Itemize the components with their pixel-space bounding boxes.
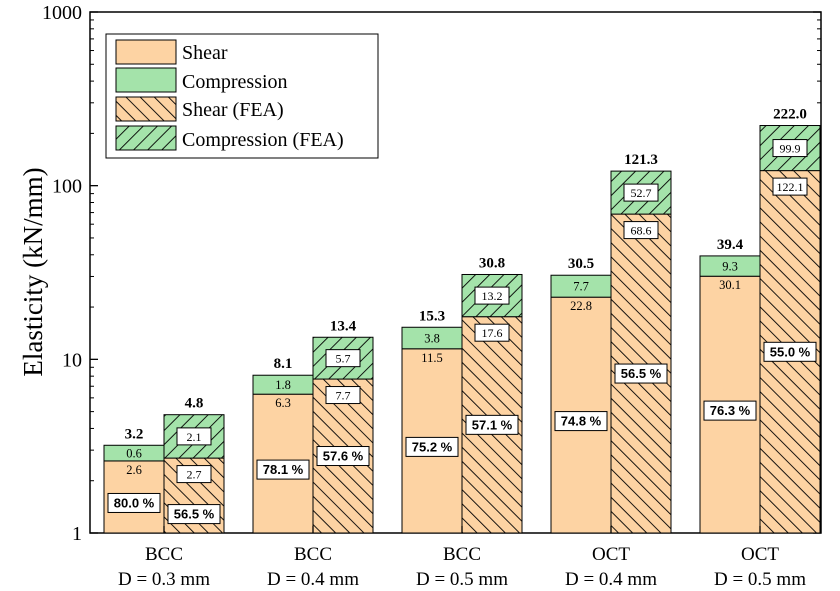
label-shear-exp: 22.8 [570,299,592,313]
label-total-exp: 30.5 [568,256,594,272]
x-category-label-line1: BCC [145,544,183,565]
x-category-label-line2: D = 0.4 mm [267,569,359,590]
label-percent-fea-box [763,341,817,362]
label-compression-fea: 52.7 [631,186,652,200]
x-category-label-line1: OCT [592,544,630,565]
label-shear-exp: 2.6 [126,463,142,477]
label-percent-exp: 76.3 % [710,403,751,418]
label-percent-exp: 75.2 % [412,439,453,454]
x-category-label-line1: BCC [294,544,332,565]
x-category-label-line1: BCC [443,544,481,565]
label-percent-fea: 56.5 % [621,366,662,381]
label-percent-fea-box [316,446,370,467]
legend: Shear Compression Shear (FEA) Compressio… [105,33,379,159]
label-total-fea: 4.8 [185,396,204,412]
label-percent-exp: 74.8 % [561,414,602,429]
label-percent-exp-box [405,436,459,457]
label-shear-exp: 30.1 [719,278,741,292]
label-percent-exp-box [703,400,757,421]
label-percent-exp-box [107,492,161,513]
label-shear-fea: 2.7 [187,468,202,482]
label-percent-fea: 55.0 % [770,344,811,359]
x-category-label-line2: D = 0.3 mm [118,569,210,590]
label-compression-exp: 0.6 [126,447,142,461]
label-total-exp: 15.3 [419,308,445,324]
label-shear-fea: 17.6 [482,326,503,340]
label-compression-fea-box [623,183,659,202]
label-compression-exp: 1.8 [275,378,291,392]
label-total-exp: 3.2 [125,426,144,442]
legend-swatch-compression-fea [115,125,177,151]
legend-label-compression-fea: Compression (FEA) [182,129,344,151]
y-tick-label: 10 [62,349,82,371]
label-compression-exp: 9.3 [722,260,738,274]
label-total-fea: 121.3 [624,152,658,168]
y-tick-label: 100 [52,176,82,198]
label-shear-fea-box [176,465,212,484]
label-compression-fea: 2.1 [187,430,202,444]
label-shear-fea-box [772,177,808,196]
label-compression-fea-box [772,139,808,158]
legend-label-shear: Shear [182,42,228,64]
label-shear-fea-box [325,386,361,405]
labels-layer: 0.6 2.6 3.2 2.1 2.7 4.8 80.0 % 56.5 % 1.8 6.3 8.1 5… [107,107,817,525]
label-shear-fea-box [474,323,510,342]
label-shear-fea: 7.7 [336,389,351,403]
label-total-exp: 39.4 [717,237,744,253]
legend-label-shear-fea: Shear (FEA) [182,99,284,121]
label-shear-exp: 6.3 [275,396,291,410]
label-percent-exp-box [554,411,608,432]
label-percent-exp: 78.1 % [263,462,304,477]
x-category-label-line2: D = 0.5 mm [416,569,508,590]
x-axis: BCC D = 0.3 mm BCC D = 0.4 mm BCC D = 0.5 mm O… [118,526,806,590]
x-category-label-line2: D = 0.4 mm [565,569,657,590]
legend-swatch-compression [115,67,177,93]
label-percent-fea: 57.1 % [472,417,513,432]
label-percent-exp: 80.0 % [114,495,155,510]
label-compression-fea-box [176,427,212,446]
x-category-label-line1: OCT [741,544,779,565]
label-compression-exp: 7.7 [573,280,589,294]
label-total-fea: 30.8 [479,255,505,271]
y-tick-label: 1 [72,523,82,545]
legend-label-compression: Compression [182,71,288,93]
label-percent-fea: 56.5 % [174,507,215,522]
label-total-exp: 8.1 [274,356,293,372]
label-percent-fea-box [614,363,668,384]
label-compression-fea: 13.2 [482,289,503,303]
label-percent-fea: 57.6 % [323,449,364,464]
y-axis: 1 10 100 1000 [42,2,821,545]
y-tick-label: 1000 [42,2,82,24]
label-total-fea: 222.0 [773,107,807,123]
label-shear-exp: 11.5 [421,351,442,365]
legend-swatch-shear-fea [115,96,177,122]
label-total-fea: 13.4 [330,318,357,334]
label-percent-fea-box [167,504,221,525]
label-compression-fea: 5.7 [336,352,351,366]
label-compression-fea-box [325,349,361,368]
label-compression-fea: 99.9 [780,142,801,156]
label-shear-fea: 122.1 [777,180,804,194]
label-compression-exp: 3.8 [424,332,440,346]
label-percent-fea-box [465,414,519,435]
label-shear-fea-box [623,221,659,240]
label-percent-exp-box [256,459,310,480]
y-axis-label: Elasticity (kN/mm) [18,167,48,376]
label-compression-fea-box [474,286,510,305]
label-shear-fea: 68.6 [631,224,652,238]
x-category-label-line2: D = 0.5 mm [714,569,806,590]
legend-swatch-shear [115,39,177,65]
bar-compression-fea [461,273,523,318]
